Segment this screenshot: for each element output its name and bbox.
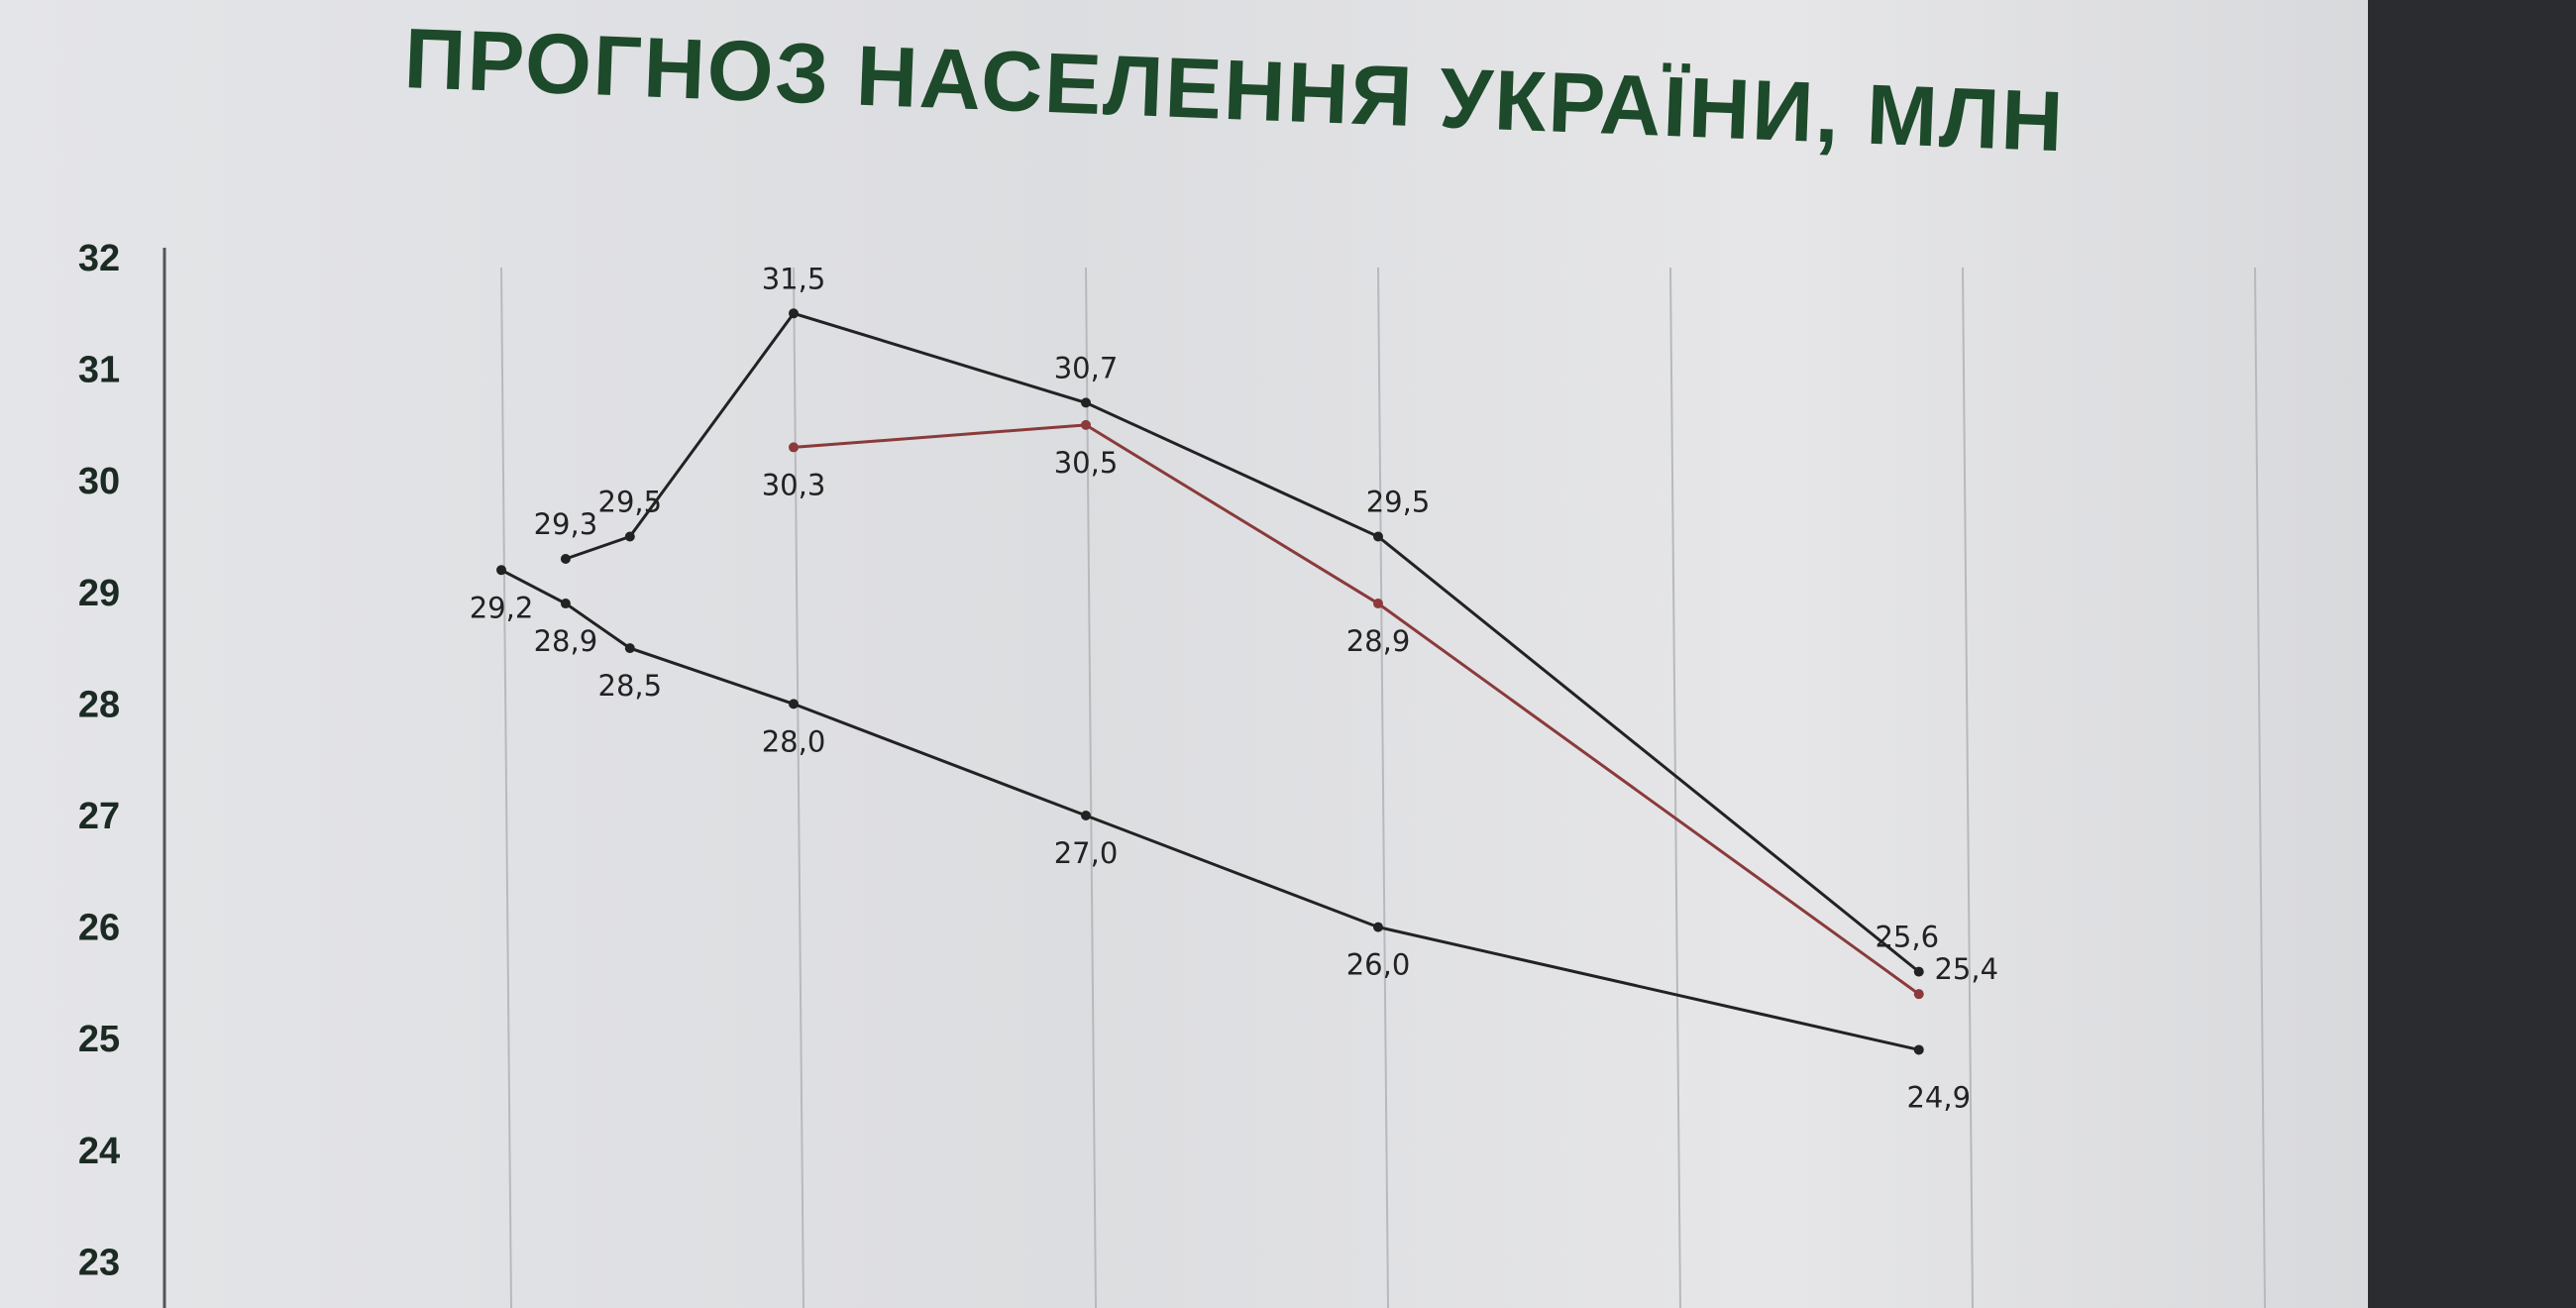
data-label: 28,0	[762, 724, 826, 758]
data-label: 26,0	[1346, 948, 1411, 982]
series-line	[500, 568, 1920, 1051]
y-tick-label: 24	[78, 1131, 120, 1172]
gridline	[1669, 267, 1681, 1308]
data-label: 29,2	[470, 591, 534, 624]
data-point	[1373, 531, 1383, 542]
y-tick-label: 25	[78, 1019, 120, 1060]
data-label: 30,7	[1054, 351, 1119, 384]
data-label: 29,3	[534, 507, 598, 541]
gridline	[1085, 267, 1097, 1308]
data-label: 24,9	[1906, 1080, 1971, 1114]
slide: ПРОГНОЗ НАСЕЛЕННЯ УКРАЇНИ, МЛН	[0, 0, 2368, 1308]
y-tick-label: 26	[78, 908, 120, 949]
data-point	[1081, 811, 1091, 820]
series-line	[565, 311, 1920, 973]
data-label: 27,0	[1054, 836, 1119, 870]
y-tick-label: 23	[78, 1242, 120, 1283]
data-label: 28,9	[534, 624, 598, 658]
data-point	[624, 643, 635, 654]
data-point	[789, 699, 799, 709]
gridline	[1962, 267, 1974, 1308]
data-point	[1913, 989, 1924, 1000]
data-label: 31,5	[762, 262, 826, 295]
data-label: 29,5	[1366, 486, 1431, 519]
data-point	[624, 531, 635, 542]
gridline	[2254, 267, 2266, 1308]
gridline	[500, 267, 512, 1308]
data-point	[1913, 1044, 1924, 1055]
data-point	[560, 599, 571, 609]
gridline	[793, 267, 805, 1308]
data-label: 25,4	[1934, 952, 1998, 986]
data-point	[1373, 922, 1383, 932]
data-point	[1373, 599, 1383, 609]
data-label: 28,5	[598, 669, 663, 703]
y-tick-label: 28	[78, 684, 120, 725]
data-label: 30,3	[762, 468, 826, 501]
data-point	[560, 554, 571, 565]
data-point	[1913, 966, 1924, 977]
gridline	[1377, 267, 1389, 1308]
data-label: 30,5	[1054, 446, 1119, 480]
data-label: 29,5	[598, 486, 663, 519]
data-point	[1081, 397, 1091, 408]
data-point	[789, 308, 799, 319]
data-point	[1081, 419, 1091, 430]
y-tick-label: 29	[78, 573, 120, 614]
data-point	[496, 565, 506, 576]
y-tick-label: 27	[78, 796, 120, 837]
data-point	[789, 442, 799, 453]
y-tick-label: 31	[78, 350, 120, 391]
y-tick-label: 32	[78, 238, 120, 279]
series-line	[793, 423, 1920, 996]
y-tick-label: 30	[78, 461, 120, 502]
data-label: 25,6	[1875, 921, 1939, 954]
data-label: 28,9	[1346, 624, 1411, 658]
